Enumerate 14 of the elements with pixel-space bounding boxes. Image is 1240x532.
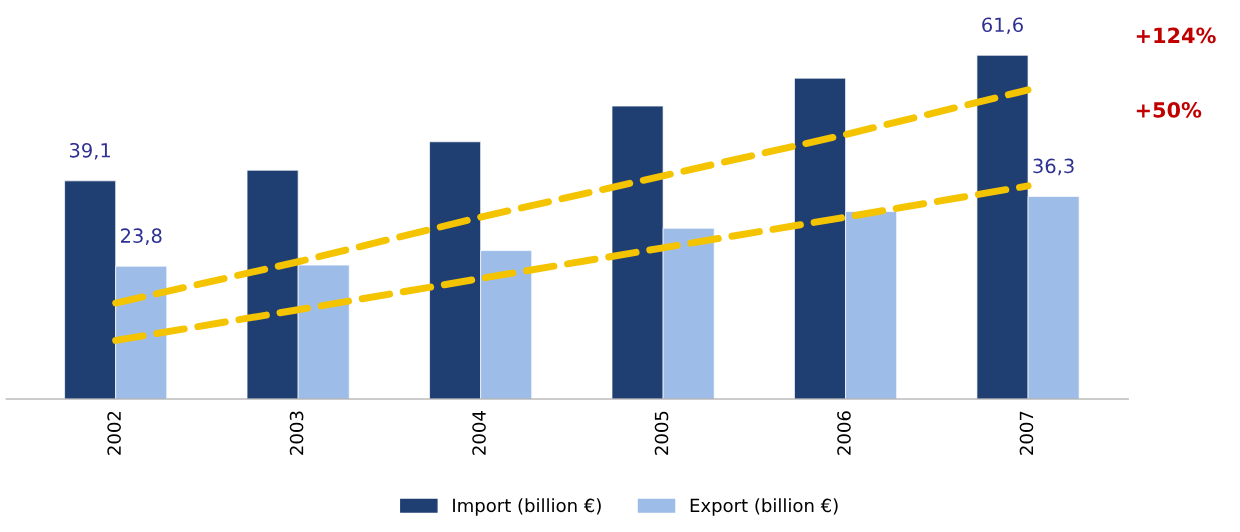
legend-label: Export (billion €) <box>690 498 838 516</box>
data-label: 39,1 <box>69 142 110 160</box>
data-label: 36,3 <box>1033 158 1074 176</box>
x-tick-label: 2002 <box>107 411 121 455</box>
text: +50% <box>1136 102 1202 118</box>
data-label: 23,8 <box>121 228 162 245</box>
x-tick-label: 2005 <box>654 411 669 455</box>
legend-label: Import (billion €) <box>453 498 601 516</box>
x-tick-label: 2004 <box>472 411 486 455</box>
x-tick-label: 2007 <box>1019 411 1034 455</box>
x-tick-label: 2006 <box>837 411 851 455</box>
data-label: 61,6 <box>982 17 1023 35</box>
x-tick-label: 2003 <box>289 411 304 455</box>
text: +124% <box>1136 27 1216 44</box>
